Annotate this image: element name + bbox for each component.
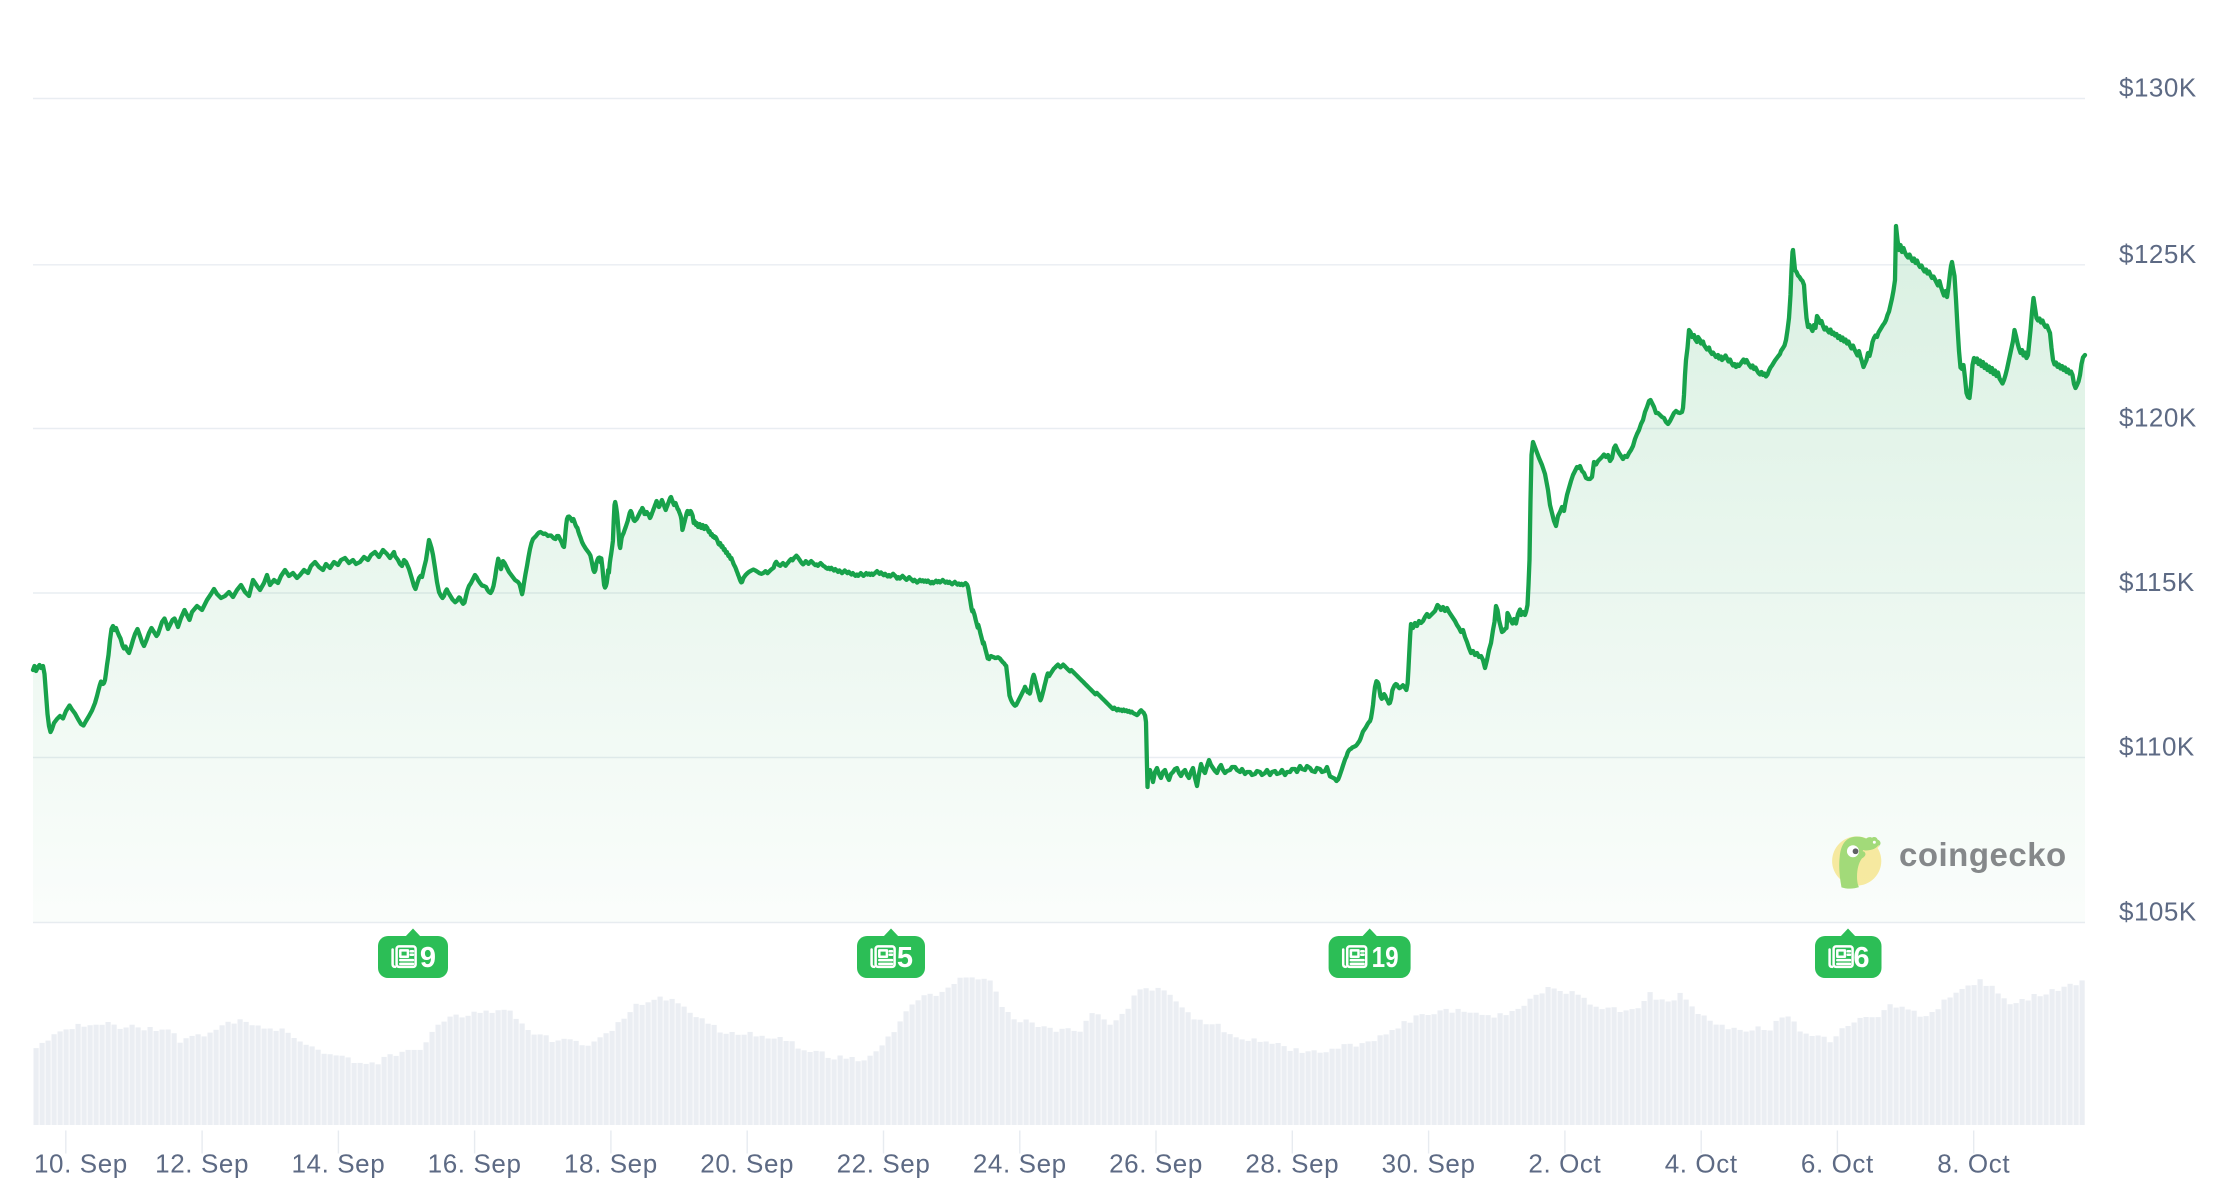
svg-text:16. Sep: 16. Sep [428, 1149, 522, 1179]
svg-text:8. Oct: 8. Oct [1937, 1149, 2010, 1179]
svg-text:6. Oct: 6. Oct [1801, 1149, 1874, 1179]
svg-text:$125K: $125K [2119, 239, 2197, 269]
svg-text:$110K: $110K [2119, 732, 2195, 762]
svg-text:$105K: $105K [2119, 897, 2197, 927]
svg-text:coingecko: coingecko [1899, 836, 2067, 873]
svg-text:19: 19 [1372, 942, 1399, 974]
svg-text:9: 9 [420, 942, 436, 974]
svg-text:14. Sep: 14. Sep [291, 1149, 385, 1179]
svg-text:$120K: $120K [2119, 403, 2197, 433]
svg-text:12. Sep: 12. Sep [155, 1149, 249, 1179]
svg-text:4. Oct: 4. Oct [1665, 1149, 1738, 1179]
svg-text:22. Sep: 22. Sep [837, 1149, 931, 1179]
svg-text:24. Sep: 24. Sep [973, 1149, 1067, 1179]
svg-text:6: 6 [1853, 942, 1869, 974]
svg-text:28. Sep: 28. Sep [1245, 1149, 1339, 1179]
svg-text:5: 5 [897, 942, 913, 974]
svg-text:20. Sep: 20. Sep [700, 1149, 794, 1179]
svg-text:$130K: $130K [2119, 73, 2197, 103]
svg-text:30. Sep: 30. Sep [1382, 1149, 1476, 1179]
svg-text:18. Sep: 18. Sep [564, 1149, 658, 1179]
svg-text:10. Sep: 10. Sep [34, 1149, 128, 1179]
svg-text:$115K: $115K [2119, 567, 2195, 597]
svg-text:2. Oct: 2. Oct [1528, 1149, 1601, 1179]
svg-text:26. Sep: 26. Sep [1109, 1149, 1203, 1179]
